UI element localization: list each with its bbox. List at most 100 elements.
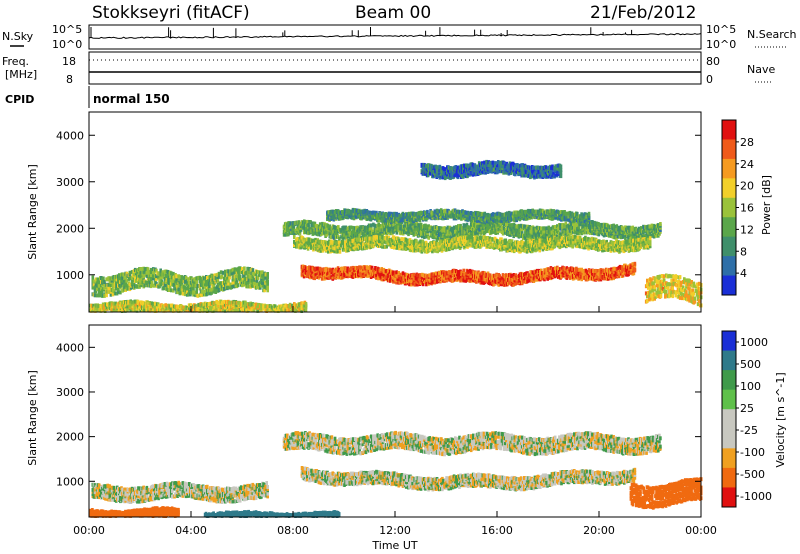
power-cell (556, 224, 559, 229)
power-cell (568, 275, 572, 280)
power-cell (398, 246, 401, 251)
power-cell (297, 220, 301, 225)
power-cell (378, 223, 382, 228)
power-cell (424, 240, 428, 245)
power-cell (423, 277, 426, 282)
power-cell (466, 238, 469, 243)
power-cell (557, 267, 560, 272)
power-cell (338, 249, 342, 254)
power-cell (414, 224, 418, 229)
power-cell (293, 243, 296, 247)
noise-right-tick-bottom: 10^0 (706, 38, 736, 51)
power-cell (318, 222, 322, 227)
power-cell (365, 265, 369, 270)
power-cell (437, 273, 441, 277)
power-cell (501, 221, 505, 226)
power-cell (286, 225, 289, 230)
power-cell (410, 282, 413, 287)
power-cell (316, 266, 320, 271)
power-cell (459, 275, 462, 279)
power-cell (605, 239, 608, 244)
power-cell (524, 239, 528, 244)
power-cell (623, 233, 626, 238)
freq-label-line1: Freq. (2, 55, 29, 68)
power-cell (382, 267, 386, 272)
power-cell (371, 229, 374, 234)
power-cell (358, 234, 361, 238)
power-cell (569, 271, 573, 276)
power-cell (429, 279, 432, 284)
power-cell (539, 242, 543, 247)
power-cell (351, 265, 355, 270)
power-cell (413, 222, 417, 227)
power-cell (564, 221, 568, 226)
power-cell (560, 244, 564, 248)
power-cell (568, 240, 571, 245)
nave-tick-top: 80 (706, 55, 720, 68)
power-cell (320, 267, 324, 272)
power-cell (349, 236, 353, 241)
power-cell (440, 226, 443, 231)
power-cell (488, 236, 492, 241)
nave-tick-bottom: 0 (706, 73, 713, 86)
power-cell (346, 266, 349, 271)
power-cell (579, 229, 582, 233)
power-cell (299, 227, 303, 232)
power-cell (329, 235, 333, 240)
power-cell (492, 229, 495, 234)
power-cell (504, 273, 508, 278)
power-cell (526, 240, 530, 245)
power-cell (574, 235, 578, 240)
power-cell (565, 266, 569, 271)
power-cell (551, 236, 554, 241)
power-cell (349, 225, 353, 230)
power-cell (627, 248, 631, 253)
power-cell (564, 228, 568, 233)
power-cell (493, 281, 496, 286)
power-cell (628, 242, 632, 247)
power-cell (450, 226, 454, 231)
power-cell (381, 242, 384, 247)
power-cell (587, 237, 590, 242)
power-cell (569, 236, 572, 240)
power-cell (578, 267, 581, 272)
power-cell (307, 223, 310, 227)
power-cell (317, 230, 321, 235)
power-cell (591, 220, 594, 224)
power-cell (366, 230, 370, 235)
power-cell (306, 219, 309, 224)
power-cell (476, 231, 479, 236)
power-cell (360, 266, 363, 271)
power-cell (408, 220, 411, 225)
power-cell (319, 248, 323, 253)
freq-tick-bottom: 8 (66, 73, 73, 86)
power-cell (306, 274, 309, 279)
power-cell (356, 225, 359, 230)
power-cell (562, 242, 566, 247)
power-cell (296, 236, 299, 241)
power-cell (355, 230, 358, 235)
power-cell (510, 248, 514, 253)
power-cell (578, 235, 582, 240)
power-cell (375, 275, 378, 280)
power-cell (546, 276, 549, 281)
power-cell (434, 271, 438, 276)
power-cell (395, 280, 398, 285)
power-cell (654, 225, 658, 230)
freq-label-line2: [MHz] (5, 68, 37, 81)
power-cell (292, 226, 295, 231)
power-cell (540, 268, 543, 273)
power-cell (392, 279, 395, 284)
power-cell (339, 243, 343, 248)
power-cell (435, 239, 438, 244)
power-cell (489, 242, 493, 247)
power-cell (427, 224, 430, 229)
power-cell (498, 228, 502, 233)
power-cell (514, 245, 517, 250)
power-cell (385, 244, 388, 249)
power-cell (591, 239, 595, 244)
power-cell (375, 227, 378, 232)
power-cell (475, 234, 479, 239)
power-cell (575, 223, 578, 227)
power-cell (538, 245, 541, 250)
